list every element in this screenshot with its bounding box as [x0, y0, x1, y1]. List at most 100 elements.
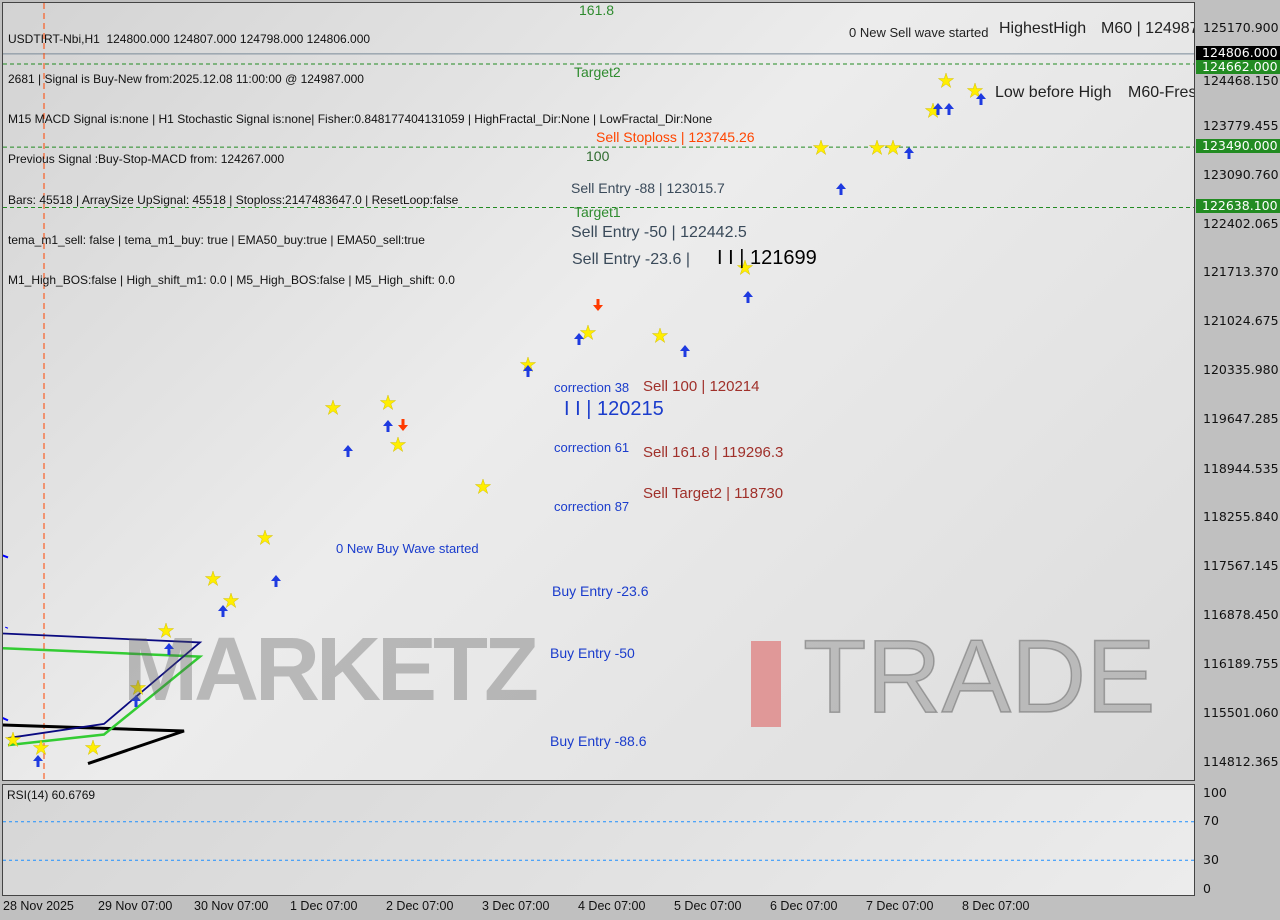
highest-high-value: M60 | 124987 [1101, 20, 1195, 37]
price-tick-label: 123090.760 [1203, 166, 1279, 182]
price-tick-label: 124468.150 [1203, 72, 1279, 88]
correction-label: correction 38 [554, 380, 630, 395]
buy-arrow-icon [944, 103, 954, 115]
price-tick-label: 121024.675 [1203, 313, 1279, 329]
time-tick-label: 7 Dec 07:00 [866, 899, 934, 913]
signal-star-icon [32, 739, 50, 756]
price-tick-label: 114812.365 [1203, 753, 1279, 769]
buy-arrow-icon [131, 695, 141, 707]
price-tick-label: 118944.535 [1203, 460, 1279, 476]
fib-label: 161.8 [579, 2, 615, 18]
buy-arrow-icon [680, 345, 690, 357]
price-tick-label: 116189.755 [1203, 655, 1279, 671]
buy-arrow-icon [836, 183, 846, 195]
info-line: M1_High_BOS:false | High_shift_m1: 0.0 |… [8, 273, 455, 288]
target1-label: Target1 [574, 204, 621, 220]
signal-star-icon [884, 139, 902, 156]
price-tag: 124662.000 [1196, 59, 1280, 74]
sell-entry-label: Sell Entry -88 | 123015.7 [571, 180, 725, 196]
price-tick-label: 123779.455 [1203, 118, 1279, 134]
buy-arrow-icon [976, 93, 986, 105]
watermark-bar [751, 641, 781, 727]
low-before-high-value: M60-Fresh [1128, 84, 1194, 101]
price-tick-label: 121713.370 [1203, 264, 1279, 280]
buy-entry-label: Buy Entry -88.6 [550, 733, 647, 749]
info-line: Previous Signal :Buy-Stop-MACD from: 124… [8, 152, 285, 167]
signal-star-icon [4, 731, 22, 748]
level-label: I I | 120215 [564, 398, 664, 420]
time-tick-label: 2 Dec 07:00 [386, 899, 454, 913]
price-tick-label: 119647.285 [1203, 410, 1279, 426]
buy-entry-label: Buy Entry -50 [550, 645, 635, 661]
price-tag: 123490.000 [1196, 139, 1280, 154]
time-tick-label: 8 Dec 07:00 [962, 899, 1030, 913]
buy-arrow-icon [574, 333, 584, 345]
buy-arrow-icon [218, 605, 228, 617]
time-tick-label: 3 Dec 07:00 [482, 899, 550, 913]
ema-mid-line [3, 632, 203, 739]
rsi-tick-label: 70 [1203, 813, 1219, 829]
price-tag: 124806.000 [1196, 45, 1280, 60]
price-chart[interactable]: MARKETZ TRADE USDTIRT-Nbi,H1 124800.000 … [2, 2, 1195, 781]
signal-star-icon [324, 399, 342, 416]
buy-arrow-icon [904, 147, 914, 159]
buy-arrow-icon [33, 755, 43, 767]
sell-wave-label: 0 New Sell wave started [849, 25, 989, 40]
signal-star-icon [579, 324, 597, 341]
fib-label: 100 [586, 148, 610, 164]
time-tick-label: 5 Dec 07:00 [674, 899, 742, 913]
sell-label: Sell 100 | 120214 [643, 378, 760, 395]
price-tick-label: 118255.840 [1203, 509, 1279, 525]
price-tick-label: 125170.900 [1203, 19, 1279, 35]
signal-star-icon [937, 72, 955, 89]
signal-star-icon [379, 394, 397, 411]
rsi-panel[interactable]: RSI(14) 60.6769 [2, 784, 1195, 896]
rsi-plot [3, 821, 1194, 861]
watermark-brand: MARKETZ [123, 620, 539, 720]
sell-entry-label: Sell Entry -23.6 | [572, 251, 690, 268]
signal-star-icon [222, 592, 240, 609]
highest-high-label: HighestHigh [999, 20, 1087, 37]
sell-arrow-icon [398, 419, 408, 431]
signal-star-icon [84, 739, 102, 756]
time-tick-label: 29 Nov 07:00 [98, 899, 173, 913]
time-tick-label: 6 Dec 07:00 [770, 899, 838, 913]
rsi-tick-label: 100 [1203, 784, 1227, 800]
buy-arrow-icon [523, 365, 533, 377]
correction-label: correction 61 [554, 440, 630, 455]
rsi-tick-label: 0 [1203, 880, 1211, 896]
signal-star-icon [129, 679, 147, 696]
signal-star-icon [389, 436, 407, 453]
info-line: M15 MACD Signal is:none | H1 Stochastic … [8, 112, 713, 127]
low-before-high-label: Low before High [995, 84, 1112, 101]
ema50-line [3, 646, 204, 747]
info-line: USDTIRT-Nbi,H1 124800.000 124807.000 124… [8, 31, 371, 46]
buy-arrow-icon [383, 420, 393, 432]
sell-arrow-icon [593, 299, 603, 311]
signal-star-icon [812, 139, 830, 156]
price-tick-label: 116878.450 [1203, 607, 1279, 623]
time-tick-label: 28 Nov 2025 [3, 899, 74, 913]
signal-star-icon [474, 478, 492, 495]
sell-stoploss-label: Sell Stoploss | 123745.26 [596, 129, 755, 145]
buy-arrow-icon [343, 445, 353, 457]
sell-label: Sell Target2 | 118730 [643, 485, 784, 502]
signal-star-icon [966, 82, 984, 99]
sell-label: Sell 161.8 | 119296.3 [643, 444, 784, 461]
price-tag: 122638.100 [1196, 199, 1280, 214]
rsi-label: RSI(14) 60.6769 [7, 788, 96, 802]
rsi-tick-label: 30 [1203, 851, 1219, 867]
buy-arrow-icon [743, 291, 753, 303]
buy-entry-label: Buy Entry -23.6 [552, 583, 649, 599]
signal-star-icon [868, 139, 886, 156]
watermark-brand-2: TRADE [802, 619, 1156, 735]
buy-arrow-icon [271, 575, 281, 587]
price-tick-label: 122402.065 [1203, 215, 1279, 231]
info-line: Bars: 45518 | ArraySize UpSignal: 45518 … [8, 192, 459, 207]
time-tick-label: 4 Dec 07:00 [578, 899, 646, 913]
price-tick-label: 120335.980 [1203, 362, 1279, 378]
buy-arrow-icon [164, 643, 174, 655]
sell-entry-label: Sell Entry -50 | 122442.5 [571, 224, 747, 241]
time-tick-label: 1 Dec 07:00 [290, 899, 358, 913]
price-tick-label: 117567.145 [1203, 558, 1279, 574]
